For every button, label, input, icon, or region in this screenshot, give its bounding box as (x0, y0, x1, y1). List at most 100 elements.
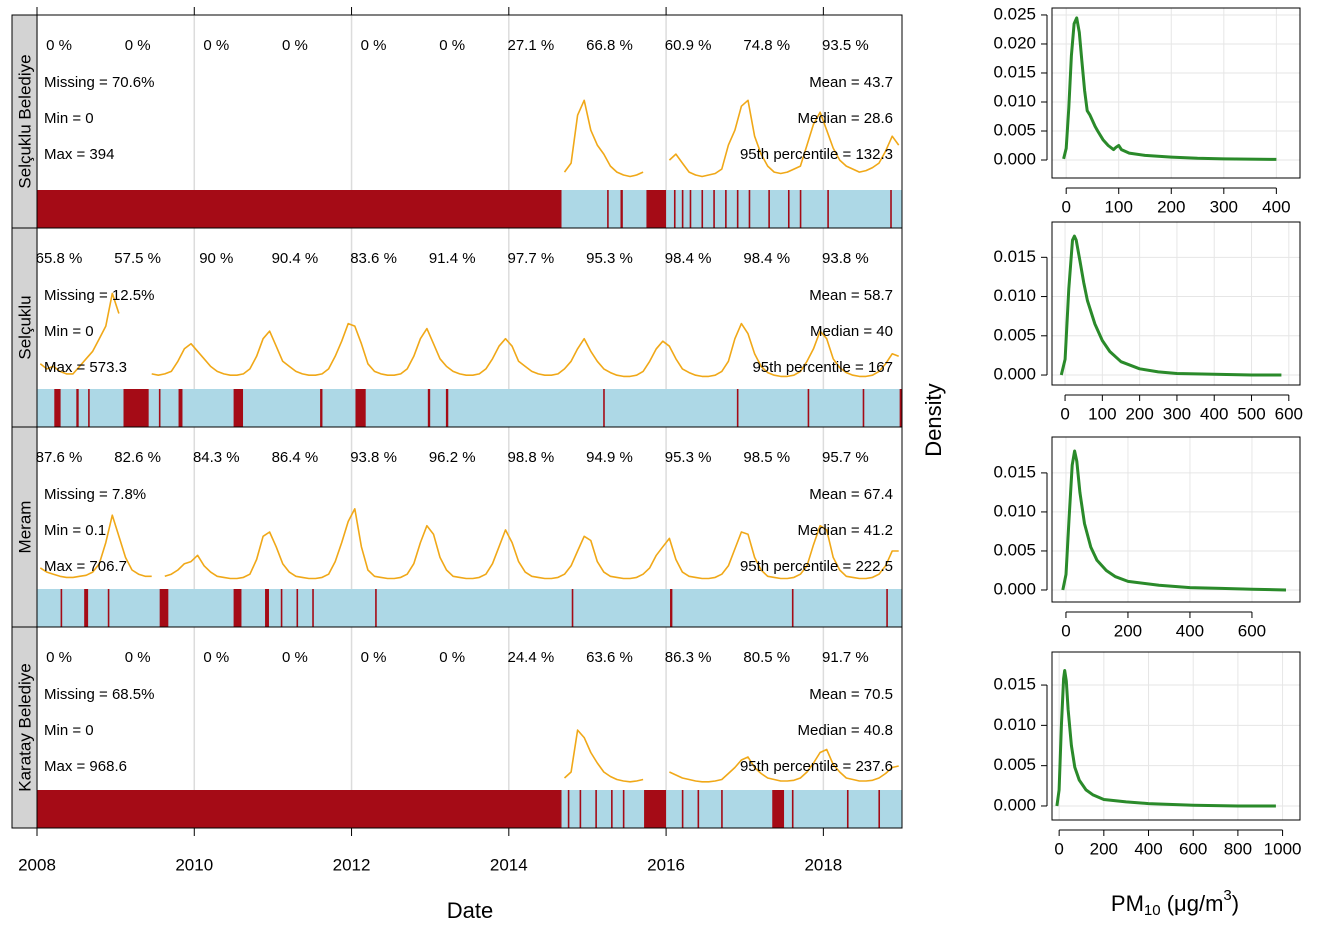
y-tick-label: 0.015 (993, 462, 1036, 481)
x-tick-label: 0 (1060, 404, 1069, 423)
capture-label: 66.8 % (586, 37, 633, 54)
x-axis-title: PM10 (μg/m3) (1111, 887, 1239, 919)
y-tick-label: 0.010 (993, 286, 1036, 305)
missing-bar (768, 190, 770, 228)
missing-bar (646, 190, 667, 228)
panel-border (36, 626, 903, 829)
capture-label: 0 % (282, 649, 308, 666)
missing-bar (846, 790, 849, 828)
x-tick-label: 600 (1179, 839, 1207, 858)
capture-label: 98.8 % (507, 449, 554, 466)
x-tick-label: 400 (1134, 839, 1162, 858)
capture-label: 0 % (46, 649, 72, 666)
stat-label: Median = 40.8 (798, 722, 894, 739)
capture-label: 0 % (203, 649, 229, 666)
capture-label: 0 % (125, 649, 151, 666)
missing-bar (296, 589, 299, 627)
y-tick-label: 0.020 (993, 33, 1036, 52)
missing-bar (375, 589, 377, 627)
x-tick-label: 0 (1054, 839, 1063, 858)
missing-bar (697, 790, 700, 828)
x-tick-label: 2010 (175, 855, 213, 874)
panel-label: Meram (15, 501, 34, 554)
capture-label: 24.4 % (507, 649, 554, 666)
x-tick-label: 100 (1105, 197, 1133, 216)
stat-label: Max = 968.6 (44, 758, 127, 775)
stat-label: Min = 0.1 (44, 522, 106, 539)
capture-label: 98.4 % (743, 250, 790, 267)
missing-bar (611, 790, 613, 828)
capture-label: 93.8 % (350, 449, 397, 466)
x-axis-title-part: (μg/m (1161, 891, 1224, 916)
missing-bar (76, 389, 79, 427)
missing-bar (265, 589, 269, 627)
missing-bar (60, 589, 63, 627)
stat-label: Max = 706.7 (44, 558, 127, 575)
missing-bar (791, 589, 794, 627)
series-line (164, 508, 899, 580)
capture-label: 57.5 % (114, 250, 161, 267)
capture-label: 90.4 % (272, 250, 319, 267)
present-bar (37, 589, 902, 627)
stat-label: 95th percentile = 237.6 (740, 758, 893, 775)
series-line (151, 322, 899, 378)
capture-label: 82.6 % (114, 449, 161, 466)
density-line (1061, 449, 1287, 592)
density-line (1059, 234, 1282, 377)
missing-bar (725, 190, 727, 228)
missing-bar (320, 389, 323, 427)
missing-bar (620, 190, 623, 228)
missing-bar (748, 190, 751, 228)
missing-bar (689, 190, 692, 228)
stat-label: 95th percentile = 167 (752, 359, 893, 376)
capture-label: 0 % (361, 37, 387, 54)
x-tick-label: 2018 (804, 855, 842, 874)
missing-bar (233, 389, 244, 427)
capture-label: 90 % (199, 250, 233, 267)
x-tick-label: 300 (1163, 404, 1191, 423)
y-tick-label: 0.015 (993, 675, 1036, 694)
stat-label: Max = 394 (44, 146, 114, 163)
stat-label: Min = 0 (44, 110, 94, 127)
missing-bar (670, 589, 673, 627)
y-tick-label: 0.015 (993, 247, 1036, 266)
missing-bar (355, 389, 366, 427)
missing-bar (312, 589, 314, 627)
stat-label: Missing = 70.6% (44, 74, 154, 91)
present-bar (37, 389, 902, 427)
x-tick-label: 0 (1061, 197, 1070, 216)
x-axis-title-part: ) (1232, 891, 1239, 916)
x-tick-label: 400 (1200, 404, 1228, 423)
plot-border (1051, 221, 1301, 386)
capture-label: 91.4 % (429, 250, 476, 267)
capture-label: 98.5 % (743, 449, 790, 466)
capture-label: 0 % (439, 37, 465, 54)
missing-bar (886, 589, 888, 627)
stat-label: Min = 0 (44, 722, 94, 739)
strip (11, 426, 38, 628)
strip (11, 626, 38, 829)
series-line (39, 514, 152, 579)
y-tick-label: 0.005 (993, 540, 1036, 559)
panel-label: Karatay Belediye (15, 663, 34, 792)
strip (11, 227, 38, 428)
missing-bar (595, 790, 597, 828)
x-tick-label: 600 (1275, 404, 1303, 423)
missing-bar (37, 790, 562, 828)
capture-label: 0 % (46, 37, 72, 54)
capture-label: 91.7 % (822, 649, 869, 666)
y-tick-label: 0.025 (993, 4, 1036, 23)
x-axis-title-part: PM (1111, 891, 1144, 916)
missing-bar (445, 389, 449, 427)
y-tick-label: 0.005 (993, 325, 1036, 344)
missing-bar (567, 790, 570, 828)
missing-bar (644, 790, 667, 828)
capture-label: 0 % (282, 37, 308, 54)
missing-bar (721, 790, 723, 828)
y-axis-title: Density (921, 383, 946, 456)
series-line (669, 748, 899, 783)
capture-label: 97.7 % (507, 250, 554, 267)
missing-bar (607, 190, 609, 228)
capture-label: 93.8 % (822, 250, 869, 267)
